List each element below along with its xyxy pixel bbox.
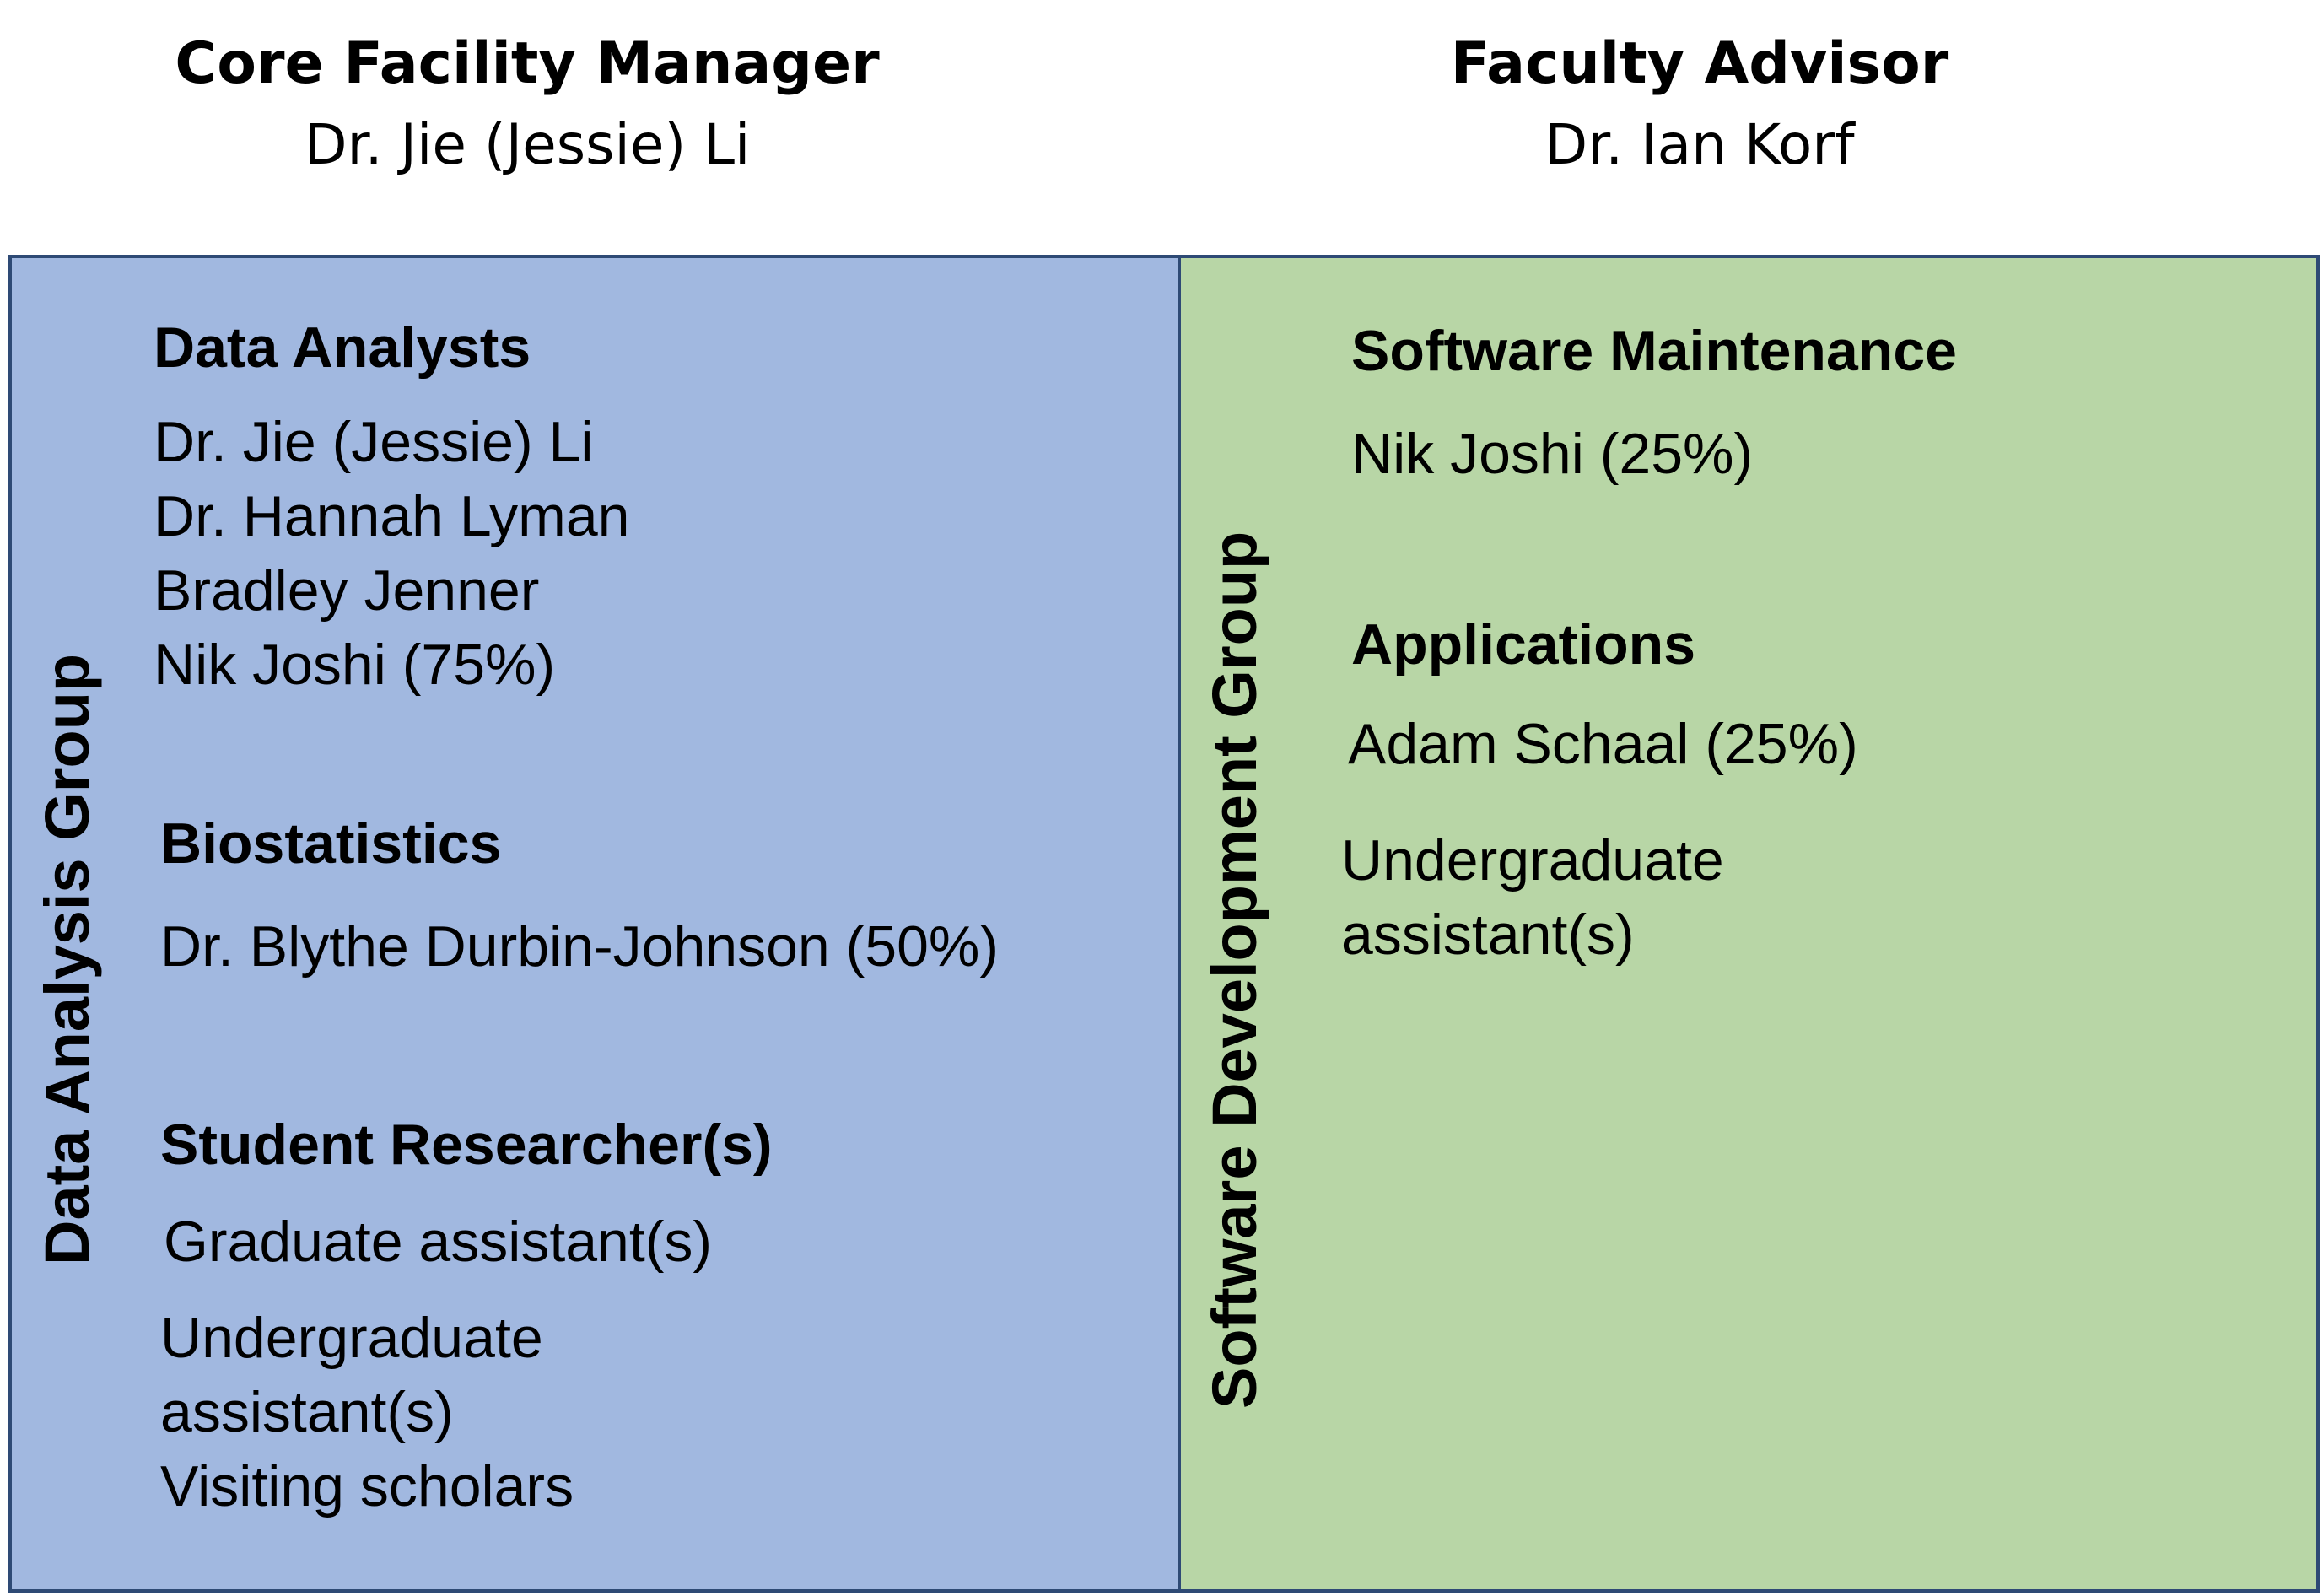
data-analyst-member: Dr. Hannah Lyman <box>154 484 630 548</box>
software-development-group-label: Software Development Group <box>1199 531 1269 1409</box>
student-researchers-title: Student Researcher(s) <box>160 1113 773 1177</box>
undergraduate-assistants-line1: Undergraduate <box>160 1306 543 1370</box>
applications-undergraduate-line1: Undergraduate <box>1341 828 1724 892</box>
manager-name: Dr. Jie (Jessie) Li <box>304 112 751 177</box>
manager-title: Core Facility Manager <box>175 30 880 97</box>
applications-title: Applications <box>1351 612 1696 677</box>
software-maintenance-member: Nik Joshi (25%) <box>1351 422 1754 486</box>
applications-undergraduate-line2: assistant(s) <box>1341 903 1635 967</box>
data-analysis-group-label: Data Analysis Group <box>32 653 102 1265</box>
software-maintenance-title: Software Maintenance <box>1351 319 1957 383</box>
faculty-advisor-block: Faculty Advisor Dr. Ian Korf <box>1341 24 2058 186</box>
graduate-assistants: Graduate assistant(s) <box>164 1210 713 1274</box>
biostatistics-title: Biostatistics <box>160 811 502 876</box>
visiting-scholars: Visiting scholars <box>160 1454 574 1518</box>
data-analysts-title: Data Analysts <box>154 315 531 380</box>
data-analysis-group-panel <box>8 255 1183 1593</box>
data-analyst-member: Nik Joshi (75%) <box>154 633 556 697</box>
data-analyst-member: Bradley Jenner <box>154 558 540 623</box>
data-analyst-member: Dr. Jie (Jessie) Li <box>154 410 594 474</box>
advisor-title: Faculty Advisor <box>1450 30 1949 97</box>
undergraduate-assistants-line2: assistant(s) <box>160 1380 454 1444</box>
software-development-group-panel <box>1178 255 2320 1593</box>
biostatistics-member: Dr. Blythe Durbin-Johnson (50%) <box>160 914 1000 979</box>
core-facility-manager-block: Core Facility Manager Dr. Jie (Jessie) L… <box>152 24 903 186</box>
applications-member: Adam Schaal (25%) <box>1348 712 1858 776</box>
advisor-name: Dr. Ian Korf <box>1544 112 1855 177</box>
